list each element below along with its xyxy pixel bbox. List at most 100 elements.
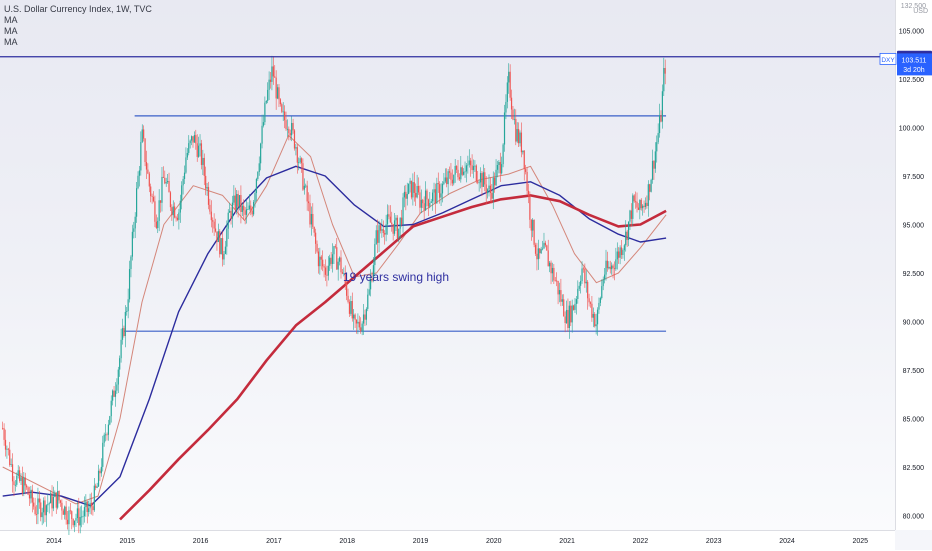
- candle-body-371: [525, 169, 527, 172]
- candle-body-240: [340, 257, 342, 273]
- candle-body-416: [588, 298, 590, 303]
- indicator-ma-2[interactable]: MA: [4, 26, 18, 36]
- candle-body-131: [186, 152, 188, 158]
- candle-body-4: [7, 448, 9, 450]
- candle-body-255: [361, 323, 363, 332]
- candle-body-396: [560, 290, 562, 302]
- candle-body-173: [245, 209, 248, 215]
- candle-body-260: [368, 289, 370, 295]
- candle-body-174: [247, 209, 249, 210]
- candle-body-381: [539, 248, 541, 254]
- time-tick-2025: 2025: [853, 538, 869, 545]
- candle-body-108: [154, 201, 156, 222]
- candle-body-364: [515, 118, 517, 142]
- candle-body-345: [488, 185, 490, 190]
- candle-body-392: [554, 280, 556, 282]
- candle-body-50: [72, 519, 74, 526]
- candle-body-78: [112, 390, 114, 401]
- candle-body-296: [419, 192, 421, 208]
- candle-body-382: [540, 249, 542, 254]
- candle-body-276: [391, 222, 393, 225]
- candle-body-155: [220, 238, 222, 255]
- candle-body-433: [612, 265, 614, 269]
- candle-body-337: [477, 181, 479, 183]
- candle-body-49: [71, 511, 73, 520]
- candle-body-6: [10, 464, 12, 466]
- candle-body-251: [355, 319, 358, 324]
- candle-body-95: [136, 188, 138, 217]
- candle-body-87: [124, 311, 126, 337]
- time-tick-2015: 2015: [120, 538, 136, 545]
- ma-line-2: [2, 165, 667, 507]
- price-tick-85.000: 85.000: [903, 417, 925, 424]
- candle-body-355: [502, 144, 504, 165]
- candle-body-110: [157, 220, 159, 229]
- candle-body-241: [341, 272, 344, 274]
- time-tick-2020: 2020: [486, 538, 502, 545]
- candle-body-297: [420, 199, 422, 208]
- candle-body-207: [293, 130, 296, 149]
- candle-body-99: [141, 129, 143, 143]
- candle-body-442: [625, 231, 627, 246]
- candle-body-60: [86, 501, 88, 512]
- candles: [2, 55, 666, 536]
- candle-body-435: [615, 259, 617, 270]
- candle-body-287: [406, 193, 408, 199]
- candle-body-312: [441, 183, 444, 194]
- candle-body-341: [482, 172, 484, 187]
- candle-body-169: [240, 195, 242, 212]
- candle-body-12: [19, 470, 21, 481]
- candle-body-391: [553, 267, 555, 281]
- candle-body-301: [426, 190, 428, 200]
- candle-body-184: [261, 125, 263, 144]
- candle-body-124: [176, 217, 179, 220]
- indicator-ma-3[interactable]: MA: [4, 37, 18, 47]
- candle-body-21: [31, 489, 33, 503]
- candle-body-303: [429, 203, 431, 207]
- candle-body-171: [243, 205, 245, 211]
- candle-body-353: [499, 162, 501, 174]
- candle-body-245: [347, 295, 349, 302]
- candle-body-17: [26, 485, 28, 488]
- candle-body-267: [378, 225, 380, 243]
- candle-body-374: [529, 195, 531, 220]
- candle-body-266: [377, 230, 379, 243]
- symbol-title[interactable]: U.S. Dollar Currency Index, 1W, TVC: [4, 4, 152, 14]
- candle-body-43: [62, 510, 64, 515]
- candle-body-470: [664, 68, 666, 74]
- candle-body-305: [432, 192, 434, 202]
- candle-body-322: [455, 165, 458, 170]
- price-axis[interactable]: [895, 0, 932, 530]
- candle-body-407: [575, 298, 578, 304]
- candle-body-244: [346, 283, 348, 296]
- time-axis[interactable]: [0, 530, 895, 551]
- candle-body-45: [65, 506, 67, 520]
- candle-body-83: [119, 358, 121, 370]
- candle-body-62: [89, 502, 91, 509]
- candle-body-8: [13, 481, 15, 486]
- candle-body-213: [302, 163, 304, 190]
- candle-body-333: [471, 165, 473, 171]
- candle-body-125: [178, 212, 180, 220]
- candle-body-5: [9, 449, 11, 465]
- candle-body-188: [267, 89, 269, 101]
- candle-body-412: [582, 268, 585, 270]
- candle-body-246: [348, 301, 351, 314]
- candle-body-352: [498, 162, 500, 166]
- candle-body-122: [174, 206, 176, 218]
- candle-body-200: [284, 111, 286, 121]
- indicator-ma-1[interactable]: MA: [4, 15, 18, 25]
- last-price-bg: [897, 53, 932, 76]
- candle-body-59: [85, 501, 87, 508]
- candle-body-444: [627, 221, 630, 240]
- candle-body-324: [458, 177, 461, 180]
- candle-body-76: [109, 416, 111, 425]
- candle-body-348: [492, 177, 494, 199]
- candle-body-254: [360, 327, 362, 332]
- candle-body-35: [51, 493, 53, 509]
- candle-body-320: [453, 174, 455, 184]
- candle-body-453: [640, 199, 642, 209]
- candle-body-199: [282, 111, 284, 113]
- plot-area[interactable]: [0, 0, 895, 530]
